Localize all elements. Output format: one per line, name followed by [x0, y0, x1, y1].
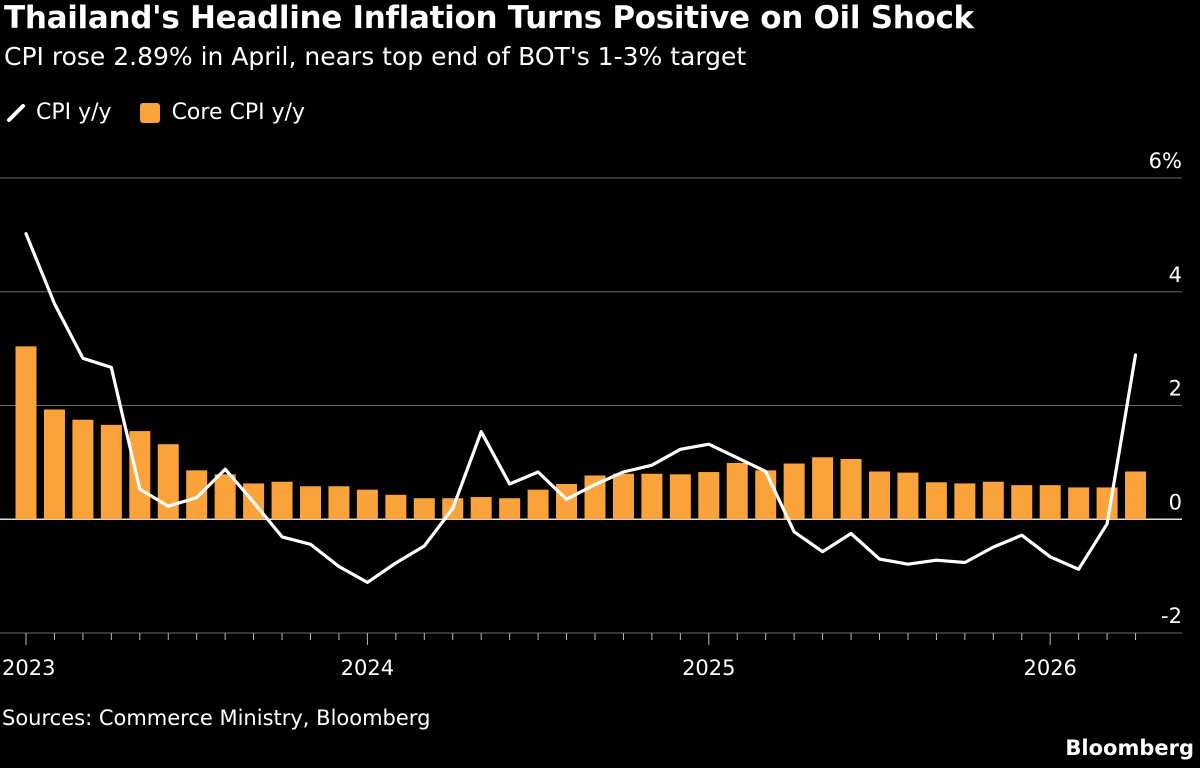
y-axis-labels: 6% 4 2 0 -2	[1149, 149, 1182, 628]
legend-label-core-cpi: Core CPI y/y	[171, 100, 306, 125]
core-cpi-bar	[385, 494, 407, 520]
cpi-line-series	[24, 232, 1138, 584]
legend-item-cpi: CPI y/y	[6, 100, 112, 125]
core-cpi-bar	[641, 473, 663, 520]
core-cpi-bar	[783, 463, 805, 520]
core-cpi-bar	[1068, 487, 1090, 520]
x-tick-label: 2025	[682, 656, 735, 680]
core-cpi-bar	[15, 346, 37, 520]
core-cpi-bar	[157, 444, 179, 520]
chart-plot: 2023 2024 2025 2026 6% 4 2 0 -2	[0, 149, 1182, 680]
source-note: Sources: Commerce Ministry, Bloomberg	[2, 706, 431, 730]
x-tick-label: 2024	[341, 656, 394, 680]
y-tick-label: 6%	[1149, 149, 1182, 173]
core-cpi-bar	[1039, 485, 1061, 520]
y-tick-label: 0	[1169, 490, 1182, 514]
y-tick-label: 2	[1169, 377, 1182, 401]
x-axis: 2023 2024 2025 2026	[2, 633, 1137, 680]
core-cpi-bar	[186, 470, 208, 520]
legend-item-core-cpi: Core CPI y/y	[139, 100, 306, 125]
core-cpi-bar	[669, 474, 691, 520]
chart-legend: CPI y/y Core CPI y/y	[6, 100, 333, 125]
core-cpi-bar	[755, 470, 777, 520]
core-cpi-bar	[328, 486, 350, 520]
y-tick-label: -2	[1161, 604, 1182, 628]
core-cpi-bar	[470, 497, 492, 520]
core-cpi-bar	[72, 419, 94, 520]
line-swatch-icon	[7, 103, 25, 122]
chart-title: Thailand's Headline Inflation Turns Posi…	[4, 0, 974, 36]
core-cpi-bar	[812, 457, 834, 520]
square-swatch-icon	[139, 102, 160, 123]
core-cpi-bar	[356, 489, 378, 520]
cpi-line	[24, 232, 1138, 584]
core-cpi-bar	[43, 409, 65, 520]
chart-subtitle: CPI rose 2.89% in April, nears top end o…	[4, 42, 747, 71]
core-cpi-bar	[1125, 471, 1147, 520]
y-tick-label: 4	[1169, 263, 1182, 287]
core-cpi-bar	[300, 486, 321, 520]
core-cpi-bar	[499, 498, 521, 520]
core-cpi-bar	[726, 462, 748, 520]
core-cpi-bar	[897, 472, 919, 520]
core-cpi-bar	[413, 498, 435, 520]
legend-label-cpi: CPI y/y	[36, 100, 112, 125]
core-cpi-bar	[925, 482, 947, 520]
x-tick-label: 2023	[2, 656, 55, 680]
core-cpi-bar	[100, 424, 122, 520]
core-cpi-bar	[982, 481, 1004, 520]
core-cpi-bar	[129, 431, 151, 520]
core-cpi-bar	[527, 489, 549, 520]
core-cpi-bar	[214, 474, 236, 520]
gridlines	[0, 177, 1182, 634]
core-cpi-bar	[556, 483, 578, 520]
core-cpi-bar	[840, 458, 862, 520]
core-cpi-bar	[612, 473, 634, 520]
bloomberg-logo: Bloomberg	[1065, 736, 1194, 760]
core-cpi-bar	[869, 471, 890, 520]
core-cpi-bar	[698, 472, 720, 520]
core-cpi-bar	[1011, 485, 1033, 520]
core-cpi-bar	[271, 481, 293, 520]
core-cpi-bar	[954, 483, 976, 520]
x-tick-label: 2026	[1023, 656, 1076, 680]
